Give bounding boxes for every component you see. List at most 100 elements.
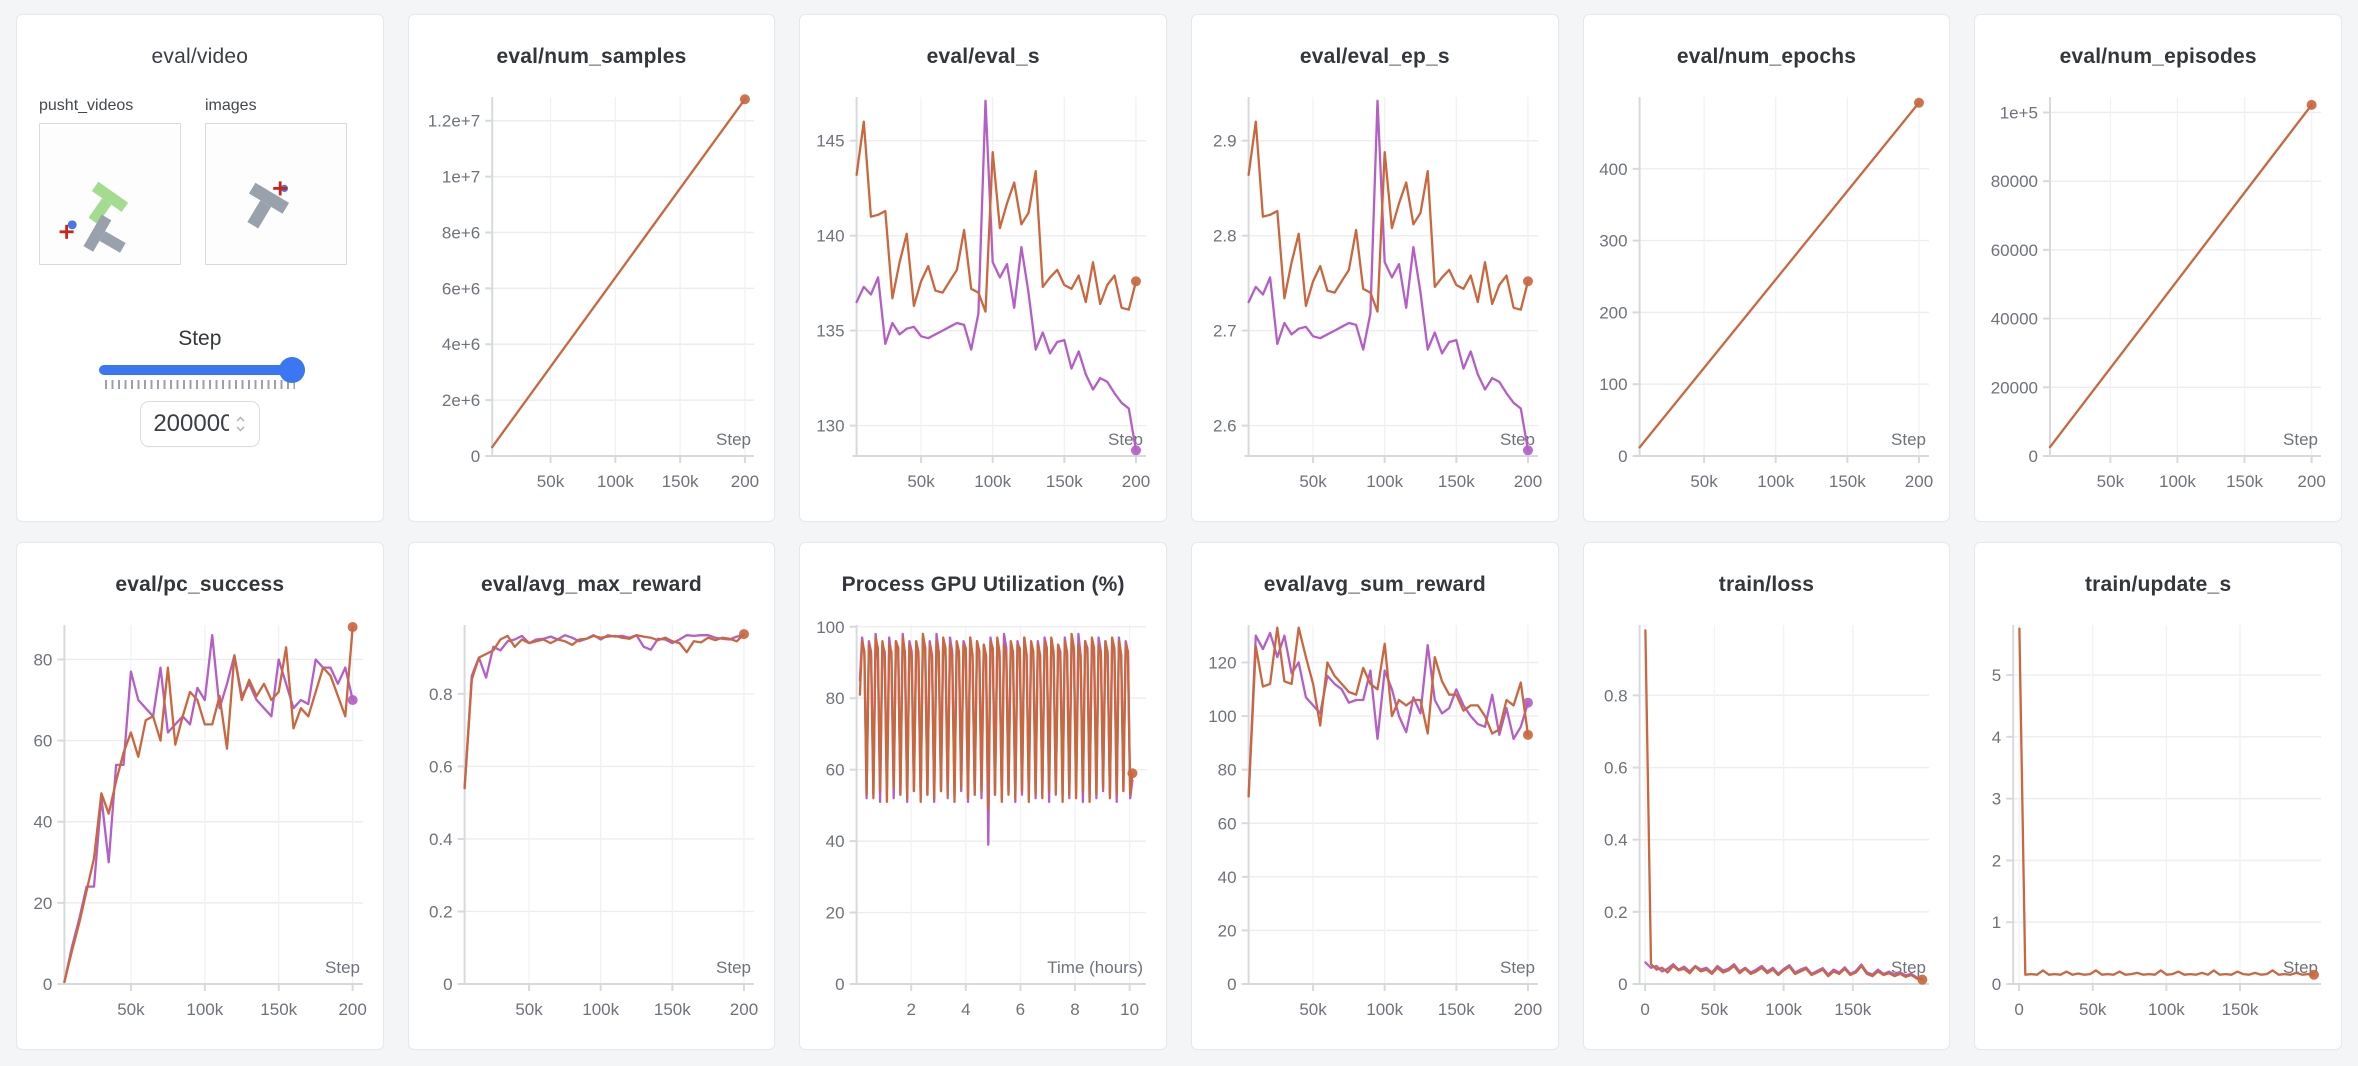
pusht-scene-image: [59, 181, 129, 253]
panel-eval-num-episodes: eval/num_episodes 0 20000 40000 60000 80000 1…: [1974, 14, 2342, 522]
panel-title: eval/eval_ep_s: [1299, 45, 1450, 68]
svg-text:40: 40: [826, 832, 845, 851]
panel-title: eval/num_samples: [496, 45, 687, 68]
svg-text:0.8: 0.8: [429, 685, 453, 704]
pusht-obs-image: [247, 181, 290, 229]
svg-text:Step: Step: [717, 958, 752, 977]
svg-text:60: 60: [1217, 814, 1236, 833]
svg-text:50k: 50k: [908, 472, 936, 491]
line-chart-gpu-utilization[interactable]: 0 20 40 60 80 100 2 4 6 8 10 Time (hours): [807, 607, 1159, 1032]
svg-text:50k: 50k: [1701, 1000, 1729, 1019]
svg-text:5: 5: [1992, 666, 2001, 685]
svg-text:100k: 100k: [1766, 1000, 1803, 1019]
svg-text:100k: 100k: [186, 1000, 223, 1019]
svg-text:200: 200: [731, 472, 759, 491]
svg-text:2: 2: [907, 1000, 916, 1019]
svg-text:130: 130: [816, 417, 844, 436]
line-chart-eval-num-episodes[interactable]: 0 20000 40000 60000 80000 1e+5 50k 100k 150k 200 S…: [1982, 79, 2334, 504]
step-input[interactable]: [153, 410, 230, 438]
svg-text:150k: 150k: [1829, 472, 1866, 491]
svg-text:150k: 150k: [1835, 1000, 1872, 1019]
panel-eval-avg-max-reward: eval/avg_max_reward 0 0.2 0.4 0.6 0.8 50k 100k…: [407, 542, 776, 1050]
svg-text:Step: Step: [2283, 430, 2318, 449]
svg-text:0.6: 0.6: [1604, 759, 1628, 778]
panel-eval-video: eval/video pusht_videos: [16, 14, 384, 522]
gray-t-block: [83, 214, 126, 253]
svg-text:0: 0: [2015, 1000, 2024, 1019]
svg-text:0: 0: [835, 975, 844, 994]
panel-eval-pc-success: eval/pc_success 0 20 40 60 80 50k 100k 150k 200 S…: [16, 542, 384, 1050]
svg-text:150k: 150k: [654, 1000, 691, 1019]
svg-text:50k: 50k: [537, 472, 565, 491]
svg-text:150k: 150k: [2226, 472, 2263, 491]
panel-title: eval/pc_success: [115, 573, 285, 596]
svg-text:2.8: 2.8: [1213, 227, 1237, 246]
svg-text:200: 200: [1514, 472, 1542, 491]
panel-train-update-s: train/update_s 0 1 2 3 4 5 0 50k 100k 150k Step: [1974, 542, 2342, 1050]
svg-text:0: 0: [1619, 975, 1628, 994]
svg-text:100k: 100k: [597, 472, 634, 491]
svg-text:50k: 50k: [1691, 472, 1719, 491]
svg-text:60: 60: [826, 761, 845, 780]
svg-text:100: 100: [816, 618, 844, 637]
step-heading: Step: [178, 327, 222, 350]
svg-text:140: 140: [816, 227, 844, 246]
panel-title: eval/eval_s: [926, 45, 1040, 68]
svg-text:60000: 60000: [1991, 241, 2038, 260]
step-slider[interactable]: [98, 365, 305, 375]
stepper-chevrons-icon[interactable]: [235, 414, 246, 434]
svg-text:150k: 150k: [662, 472, 699, 491]
step-control: Step: [17, 327, 383, 447]
svg-text:100k: 100k: [1366, 1000, 1403, 1019]
svg-text:4: 4: [961, 1000, 970, 1019]
svg-text:1.2e+7: 1.2e+7: [428, 112, 480, 131]
svg-text:150k: 150k: [1438, 472, 1475, 491]
line-chart-eval-num-samples[interactable]: 0 2e+6 4e+6 6e+6 8e+6 1e+7 1.2e+7 50k 100k 150k 20…: [415, 79, 767, 504]
svg-text:0: 0: [444, 975, 453, 994]
svg-text:300: 300: [1600, 232, 1628, 251]
panel-title: eval/avg_max_reward: [481, 573, 702, 596]
images-thumbnail[interactable]: [205, 123, 347, 265]
svg-text:135: 135: [816, 322, 844, 341]
svg-text:0: 0: [471, 447, 480, 466]
target-cross: [273, 181, 288, 196]
panel-title: eval/num_episodes: [2059, 45, 2257, 68]
svg-text:145: 145: [816, 132, 844, 151]
line-chart-eval-num-epochs[interactable]: 0 100 200 300 400 50k 100k 150k 200 Step: [1590, 79, 1942, 504]
svg-text:2e+6: 2e+6: [442, 391, 480, 410]
svg-text:100k: 100k: [974, 472, 1011, 491]
svg-text:0.8: 0.8: [1604, 686, 1628, 705]
line-chart-eval-avg-max-reward[interactable]: 0 0.2 0.4 0.6 0.8 50k 100k 150k 200 Step: [415, 607, 767, 1032]
panel-process-gpu-utilization: Process GPU Utilization (%) 0 20 40 60 80 100…: [799, 542, 1167, 1050]
svg-text:100k: 100k: [583, 1000, 620, 1019]
line-chart-eval-avg-sum-reward[interactable]: 0 20 40 60 80 100 120 50k 100k 150k 200 Step: [1199, 607, 1551, 1032]
line-chart-train-update-s[interactable]: 0 1 2 3 4 5 0 50k 100k 150k Step: [1982, 607, 2334, 1032]
svg-text:200: 200: [338, 1000, 366, 1019]
svg-text:1e+7: 1e+7: [442, 168, 480, 187]
svg-text:40: 40: [1217, 868, 1236, 887]
panel-eval-eval-ep-s: eval/eval_ep_s 2.6 2.7 2.8 2.9 50k 100k 150k 20…: [1190, 14, 1559, 522]
svg-text:80000: 80000: [1991, 172, 2038, 191]
line-chart-eval-pc-success[interactable]: 0 20 40 60 80 50k 100k 150k 200 Step: [24, 607, 376, 1032]
svg-text:150k: 150k: [260, 1000, 297, 1019]
panel-eval-eval-s: eval/eval_s 130 135 140 145 50k 100k 150k 200 St…: [799, 14, 1167, 522]
svg-text:1e+5: 1e+5: [2000, 103, 2038, 122]
media-caption-pusht-videos: pusht_videos: [39, 97, 134, 114]
svg-text:0: 0: [2029, 447, 2038, 466]
svg-text:50k: 50k: [2079, 1000, 2107, 1019]
svg-text:100: 100: [1208, 707, 1236, 726]
pusht-video-thumbnail[interactable]: [39, 123, 181, 265]
svg-text:100: 100: [1600, 375, 1628, 394]
svg-text:Step: Step: [717, 430, 752, 449]
svg-text:8e+6: 8e+6: [442, 223, 480, 242]
svg-text:3: 3: [1992, 790, 2001, 809]
svg-text:150k: 150k: [1046, 472, 1083, 491]
svg-text:0.4: 0.4: [1604, 831, 1628, 850]
svg-text:0: 0: [1619, 447, 1628, 466]
svg-text:80: 80: [33, 650, 52, 669]
svg-text:20000: 20000: [1991, 378, 2038, 397]
svg-text:100k: 100k: [2159, 472, 2196, 491]
